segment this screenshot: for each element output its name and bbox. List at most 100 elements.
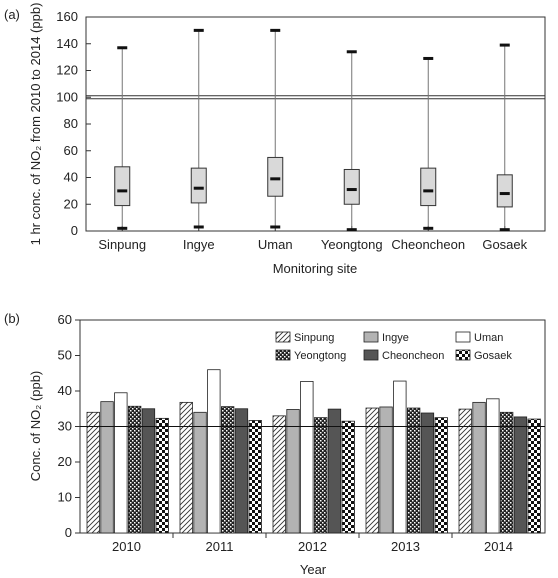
- bar: [220, 406, 235, 534]
- max-marker: [499, 43, 510, 47]
- panel-b-label: (b): [4, 311, 20, 326]
- bar: [499, 411, 514, 534]
- y-tick-label: 140: [56, 36, 78, 51]
- bar: [513, 416, 528, 534]
- bar: [527, 418, 541, 534]
- max-marker: [423, 56, 434, 60]
- boxes: [86, 28, 545, 232]
- y-tick-label: 160: [56, 9, 78, 24]
- bar: [472, 401, 486, 534]
- y-tick-label: 10: [58, 490, 72, 505]
- bar: [100, 401, 114, 534]
- x-tick-label: 2010: [112, 539, 141, 554]
- legend-swatch: [455, 331, 471, 343]
- bar: [327, 408, 342, 534]
- y-axis-a: 0 20 40 60 80 100 120 140 160: [56, 9, 91, 238]
- x-tick-label: Sinpung: [98, 237, 146, 252]
- legend-swatch: [275, 331, 291, 343]
- x-tick-label: Uman: [258, 237, 293, 252]
- min-marker: [270, 225, 281, 229]
- plot-area-a: [85, 16, 546, 232]
- y-tick-label: 0: [71, 223, 78, 238]
- max-marker: [346, 50, 357, 54]
- bar: [313, 417, 328, 534]
- max-marker: [270, 28, 281, 32]
- x-axis-b: 2010 2011 2012 2013 2014: [112, 533, 513, 554]
- max-marker: [193, 28, 204, 32]
- bar: [127, 405, 142, 534]
- x-tick-label: Cheoncheon: [391, 237, 465, 252]
- box: [420, 167, 437, 207]
- box: [343, 168, 360, 205]
- bar: [86, 411, 100, 534]
- x-tick-label: Ingye: [183, 237, 215, 252]
- bar: [114, 392, 128, 534]
- x-axis-a: Sinpung Ingye Uman Yeongtong Cheoncheon Gosae…: [98, 226, 528, 252]
- y-axis-label-b: Conc. of NO₂ (ppb): [28, 371, 43, 482]
- bar: [379, 406, 393, 534]
- y-tick-label: 0: [65, 525, 72, 540]
- box: [114, 166, 131, 207]
- y-tick-label: 30: [58, 419, 72, 434]
- median-marker: [270, 177, 281, 181]
- y-tick-label: 60: [58, 312, 72, 327]
- bars: [80, 369, 545, 534]
- bar: [207, 369, 221, 534]
- legend-label: Sinpung: [294, 332, 334, 344]
- bar: [193, 411, 207, 534]
- legend-swatch: [363, 331, 379, 343]
- min-marker: [193, 225, 204, 229]
- x-axis-label-b: Year: [300, 562, 327, 577]
- bar: [179, 401, 193, 534]
- legend-label: Yeongtong: [294, 350, 346, 362]
- bar: [406, 407, 421, 534]
- bar: [248, 420, 262, 534]
- bar: [155, 417, 169, 534]
- y-tick-label: 60: [64, 143, 78, 158]
- legend-swatch: [363, 349, 379, 361]
- min-marker: [346, 228, 357, 232]
- y-tick-label: 40: [58, 383, 72, 398]
- legend: Sinpung Ingye Uman Yeongtong Cheoncheon Gosae…: [275, 331, 512, 362]
- y-axis-label-a: 1 hr conc. of NO₂ from 2010 to 2014 (ppb…: [28, 3, 43, 246]
- bar-chart-panel: 0 10 20 30 40 50 60 2010 2011 2012 2013 2014 Sinpu…: [28, 312, 546, 577]
- x-tick-label: 2012: [298, 539, 327, 554]
- x-tick-label: Yeongtong: [321, 237, 383, 252]
- legend-swatch: [275, 349, 291, 361]
- y-tick-label: 50: [58, 348, 72, 363]
- bar: [365, 407, 379, 534]
- y-tick-label: 20: [58, 454, 72, 469]
- legend-label: Cheoncheon: [382, 350, 444, 362]
- median-marker: [346, 188, 357, 192]
- max-marker: [117, 46, 128, 50]
- bar: [434, 417, 448, 534]
- bar: [286, 409, 300, 534]
- min-marker: [117, 226, 128, 230]
- median-marker: [423, 189, 434, 193]
- bar: [234, 408, 249, 534]
- bar: [393, 380, 407, 534]
- panel-a-label: (a): [4, 7, 20, 22]
- y-axis-b: 0 10 20 30 40 50 60: [58, 312, 80, 540]
- x-tick-label: 2011: [206, 539, 234, 554]
- y-tick-label: 20: [64, 196, 78, 211]
- min-marker: [423, 226, 434, 230]
- box-plot-panel: 0 20 40 60 80 100 120 140 160 Sinpung Ingye Uman Ye…: [28, 3, 546, 276]
- legend-label: Ingye: [382, 332, 409, 344]
- x-tick-label: 2013: [391, 539, 420, 554]
- x-tick-label: Gosaek: [482, 237, 527, 252]
- legend-label: Gosaek: [474, 350, 512, 362]
- median-marker: [193, 186, 204, 190]
- bar: [141, 408, 156, 534]
- x-tick-label: 2014: [484, 539, 513, 554]
- y-tick-label: 40: [64, 170, 78, 185]
- legend-swatch: [455, 349, 471, 361]
- median-marker: [117, 189, 128, 193]
- median-marker: [499, 192, 510, 196]
- x-axis-label-a: Monitoring site: [273, 261, 358, 276]
- bar: [272, 415, 286, 534]
- box: [190, 167, 207, 204]
- bar: [300, 381, 314, 534]
- min-marker: [499, 228, 510, 232]
